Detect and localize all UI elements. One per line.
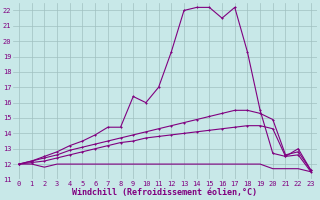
X-axis label: Windchill (Refroidissement éolien,°C): Windchill (Refroidissement éolien,°C) [72,188,258,197]
